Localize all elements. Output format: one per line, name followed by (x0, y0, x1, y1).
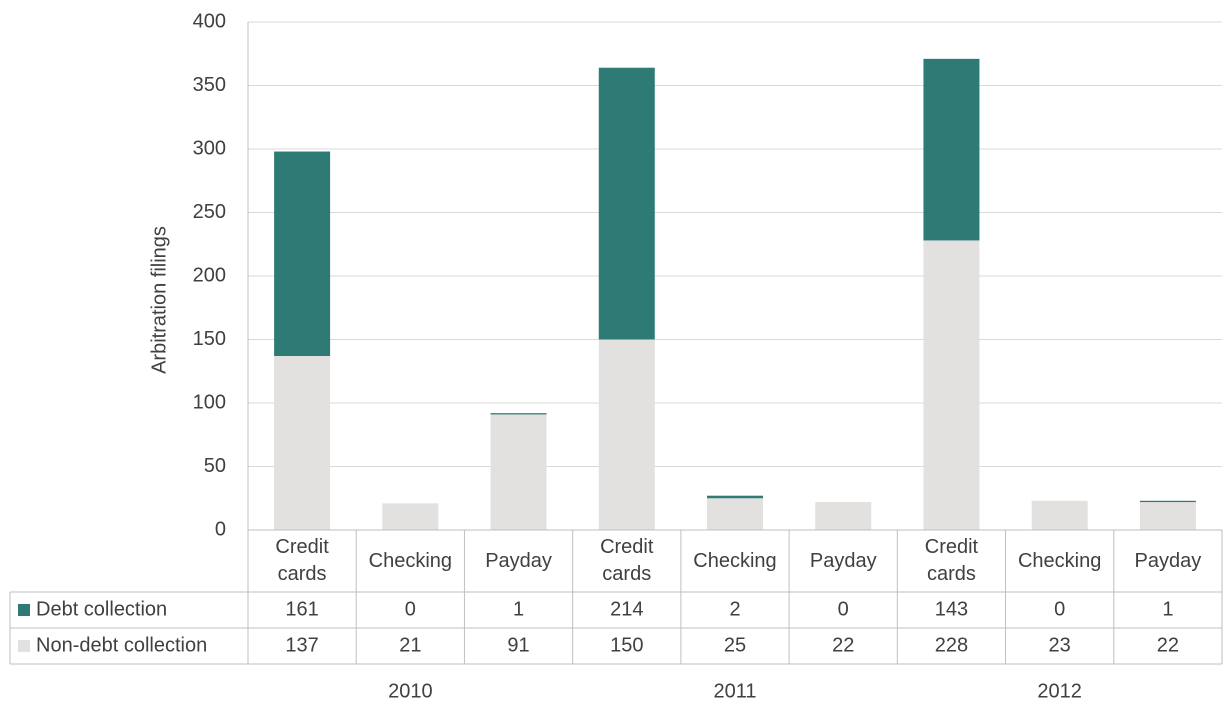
bar-segment (490, 414, 547, 530)
y-tick-label: 0 (215, 518, 226, 540)
table-value: 228 (935, 634, 968, 656)
table-value: 137 (285, 634, 318, 656)
table-value: 143 (935, 598, 968, 620)
bar-segment (274, 151, 331, 357)
table-value: 214 (610, 598, 643, 620)
bar-segment (274, 356, 331, 530)
category-label: Checking (356, 530, 464, 592)
legend-swatch (18, 640, 30, 652)
category-text: Payday (485, 549, 552, 572)
category-label: Payday (1114, 530, 1222, 592)
bar-segment (490, 413, 547, 415)
category-label: Payday (789, 530, 897, 592)
y-tick-label: 350 (193, 74, 226, 96)
table-value: 22 (832, 634, 854, 656)
category-text: Credit cards (275, 536, 329, 585)
bar-segment (923, 58, 980, 241)
table-value: 2 (729, 598, 740, 620)
bar-segment (815, 502, 872, 530)
category-label: Payday (464, 530, 572, 592)
table-value: 25 (724, 634, 746, 656)
category-text: Checking (1017, 549, 1102, 572)
category-text: Checking (368, 549, 453, 572)
y-axis-label: Arbitration filings (148, 226, 170, 374)
bar-segment (1139, 500, 1196, 503)
table-value: 21 (399, 634, 421, 656)
legend-label: Debt collection (36, 598, 167, 620)
y-tick-label: 300 (193, 137, 226, 159)
y-tick-label: 150 (193, 328, 226, 350)
y-tick-label: 200 (193, 264, 226, 286)
legend-swatch (18, 604, 30, 616)
legend-label: Non-debt collection (36, 634, 207, 656)
category-label: Checking (1006, 530, 1114, 592)
y-tick-label: 100 (193, 391, 226, 413)
table-value: 23 (1049, 634, 1071, 656)
group-label: 2011 (713, 680, 756, 702)
y-tick-label: 400 (193, 10, 226, 32)
bar-segment (1139, 502, 1196, 530)
table-value: 0 (405, 598, 416, 620)
category-label: Credit cards (248, 530, 356, 592)
category-text: Payday (1134, 549, 1202, 572)
table-value: 0 (1054, 598, 1065, 620)
y-tick-label: 250 (193, 201, 226, 223)
category-label: Credit cards (897, 530, 1005, 592)
bar-segment (1031, 500, 1088, 530)
table-value: 91 (507, 634, 529, 656)
bar-segment (707, 495, 763, 499)
table-value: 150 (610, 634, 643, 656)
category-text: Credit cards (600, 536, 654, 585)
bar-segment (598, 67, 655, 340)
category-label: Credit cards (573, 530, 681, 592)
bar-segment (382, 503, 439, 530)
bar-segment (598, 339, 655, 530)
group-label: 2012 (1037, 680, 1082, 702)
bar-segment (923, 240, 980, 530)
category-text: Payday (809, 549, 877, 572)
category-text: Credit cards (924, 536, 979, 585)
y-tick-label: 50 (204, 455, 226, 477)
table-value: 161 (285, 598, 318, 620)
table-value: 22 (1157, 634, 1179, 656)
category-label: Checking (681, 530, 789, 592)
table-value: 0 (838, 598, 849, 620)
category-text: Checking (693, 549, 777, 572)
table-value: 1 (513, 598, 524, 620)
group-label: 2010 (388, 680, 433, 702)
table-value: 1 (1162, 598, 1173, 620)
bar-segment (707, 498, 763, 530)
